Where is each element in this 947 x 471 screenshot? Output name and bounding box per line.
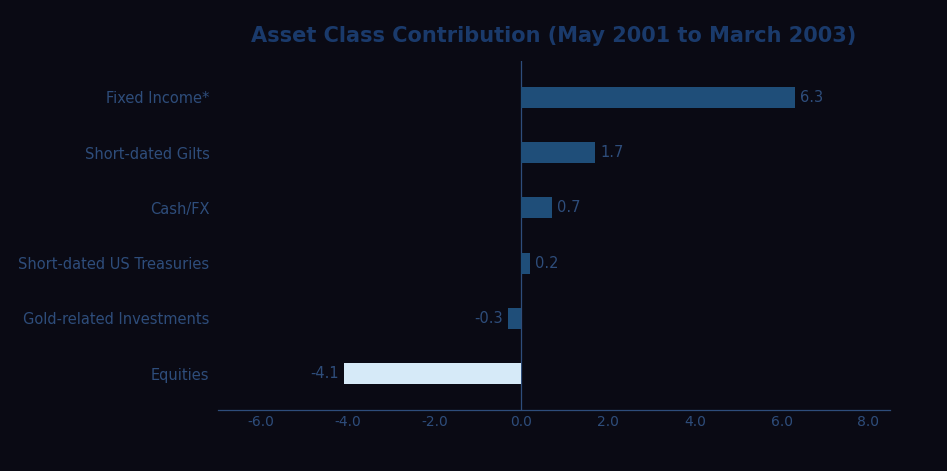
Text: 0.7: 0.7 — [557, 200, 581, 215]
Bar — [509, 308, 522, 329]
Bar — [522, 87, 795, 108]
Bar — [522, 252, 530, 274]
Bar — [522, 197, 552, 219]
Text: 1.7: 1.7 — [600, 145, 624, 160]
Text: 0.2: 0.2 — [535, 256, 559, 271]
Text: 6.3: 6.3 — [800, 89, 823, 105]
Title: Asset Class Contribution (May 2001 to March 2003): Asset Class Contribution (May 2001 to Ma… — [251, 26, 857, 46]
Text: -0.3: -0.3 — [474, 311, 503, 326]
Bar — [522, 142, 596, 163]
Bar — [344, 363, 522, 384]
Text: -4.1: -4.1 — [310, 366, 338, 382]
